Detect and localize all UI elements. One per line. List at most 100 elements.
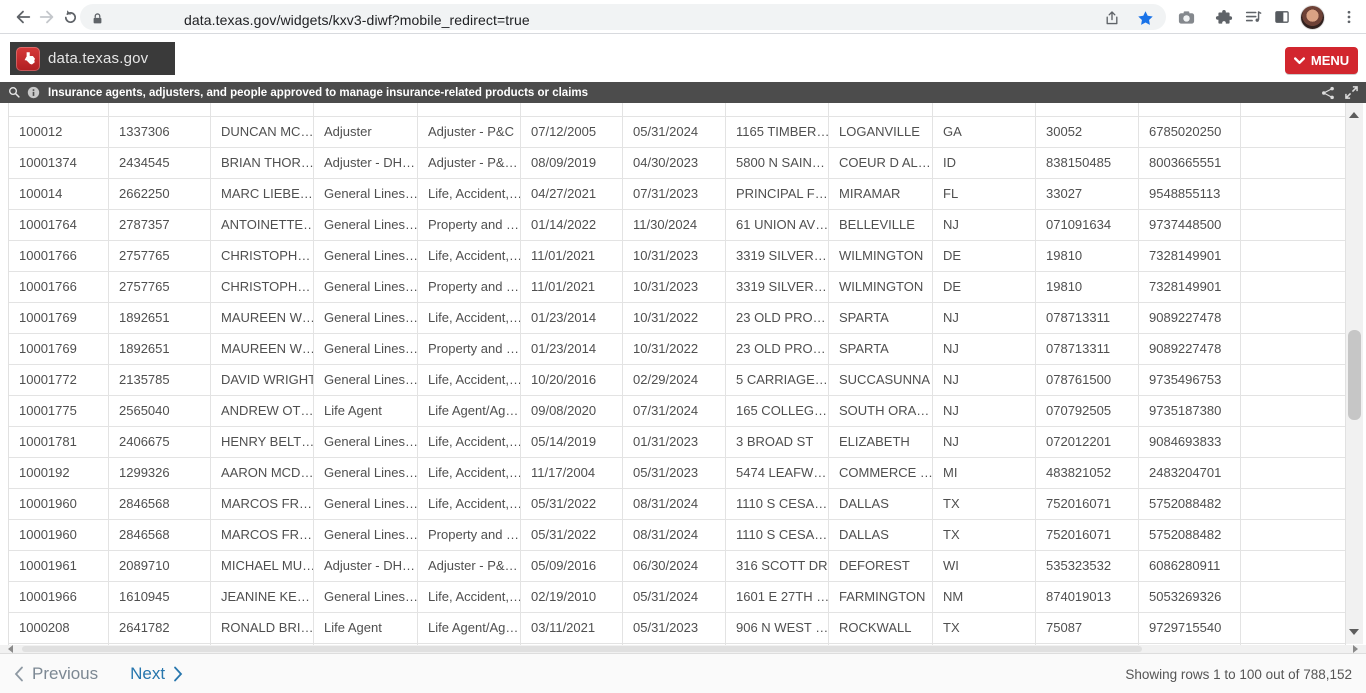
table-cell[interactable]: General Lines… <box>314 489 418 519</box>
table-cell[interactable]: 838150485 <box>1036 148 1139 178</box>
table-cell[interactable]: 2434545 <box>109 148 211 178</box>
table-cell[interactable]: 2089710 <box>109 551 211 581</box>
table-cell[interactable]: FL <box>933 179 1036 209</box>
table-cell[interactable]: 01/23/2014 <box>521 303 623 333</box>
table-cell[interactable]: DE <box>933 241 1036 271</box>
table-cell[interactable]: 6086280911 <box>1139 551 1241 581</box>
table-cell[interactable]: ELIZABETH <box>829 427 933 457</box>
table-cell[interactable] <box>1241 303 1345 333</box>
table-cell[interactable]: 2662250 <box>109 179 211 209</box>
table-cell[interactable]: Life, Accident,… <box>418 241 521 271</box>
table-cell[interactable] <box>1241 272 1345 302</box>
table-cell[interactable]: Adjuster - DH… <box>314 551 418 581</box>
table-cell[interactable]: SPARTA <box>829 303 933 333</box>
table-cell[interactable]: 10/31/2023 <box>623 272 726 302</box>
table-cell[interactable]: 23 OLD PRO… <box>726 334 829 364</box>
table-cell[interactable]: 070792505 <box>1036 396 1139 426</box>
table-cell[interactable]: 3 BROAD ST <box>726 427 829 457</box>
table-cell[interactable]: 078761500 <box>1036 365 1139 395</box>
table-cell[interactable]: MAUREEN W… <box>211 303 314 333</box>
table-cell[interactable] <box>1241 210 1345 240</box>
table-cell[interactable]: 1892651 <box>109 334 211 364</box>
forward-icon[interactable] <box>34 4 60 30</box>
table-cell[interactable]: 07/31/2023 <box>623 179 726 209</box>
table-cell[interactable]: 05/31/2024 <box>623 117 726 147</box>
table-cell[interactable]: 2787357 <box>109 210 211 240</box>
table-cell[interactable]: MARCOS FR… <box>211 520 314 550</box>
table-cell[interactable]: Life, Accident,… <box>418 582 521 612</box>
table-cell[interactable]: 05/09/2016 <box>521 551 623 581</box>
table-cell[interactable]: DEFOREST <box>829 551 933 581</box>
table-cell[interactable] <box>1241 427 1345 457</box>
table-cell[interactable]: DALLAS <box>829 489 933 519</box>
table-row[interactable]: 10001766 2757765 CHRISTOPH… General Lines… L… <box>9 241 1345 272</box>
scroll-right-arrow-icon[interactable] <box>1353 645 1358 653</box>
table-cell[interactable]: General Lines… <box>314 272 418 302</box>
table-cell[interactable]: 05/31/2022 <box>521 520 623 550</box>
table-cell[interactable]: TX <box>933 489 1036 519</box>
url-text[interactable]: data.texas.gov/widgets/kxv3-diwf?mobile_… <box>184 12 530 28</box>
table-cell[interactable]: 30052 <box>1036 117 1139 147</box>
table-cell[interactable]: 1110 S CESA… <box>726 520 829 550</box>
table-cell[interactable]: 071091634 <box>1036 210 1139 240</box>
table-cell[interactable]: 1299326 <box>109 458 211 488</box>
table-cell[interactable]: 01/14/2022 <box>521 210 623 240</box>
table-cell[interactable] <box>1241 396 1345 426</box>
vertical-scrollbar-thumb[interactable] <box>1348 330 1361 420</box>
table-cell[interactable]: Life Agent/Ag… <box>418 613 521 643</box>
table-cell[interactable]: 23 OLD PRO… <box>726 303 829 333</box>
table-cell[interactable]: NJ <box>933 334 1036 364</box>
table-cell[interactable]: 05/14/2019 <box>521 427 623 457</box>
table-cell[interactable]: 2846568 <box>109 520 211 550</box>
search-icon[interactable] <box>8 86 21 99</box>
side-panel-icon[interactable] <box>1269 4 1295 30</box>
table-cell[interactable]: 02/29/2024 <box>623 365 726 395</box>
table-cell[interactable]: MARCOS FR… <box>211 489 314 519</box>
table-cell[interactable]: 2135785 <box>109 365 211 395</box>
table-cell[interactable]: RONALD BRI… <box>211 613 314 643</box>
table-cell[interactable]: 5800 N SAIN… <box>726 148 829 178</box>
table-cell[interactable]: ID <box>933 148 1036 178</box>
table-cell[interactable]: General Lines… <box>314 520 418 550</box>
table-cell[interactable]: 1601 E 27TH … <box>726 582 829 612</box>
table-cell[interactable]: 10001374 <box>9 148 109 178</box>
table-cell[interactable]: WI <box>933 551 1036 581</box>
table-cell[interactable]: 9084693833 <box>1139 427 1241 457</box>
table-cell[interactable]: 10001766 <box>9 272 109 302</box>
table-cell[interactable]: General Lines… <box>314 210 418 240</box>
address-bar[interactable]: data.texas.gov/widgets/kxv3-diwf?mobile_… <box>80 4 1166 30</box>
scroll-down-arrow-icon[interactable] <box>1349 629 1359 635</box>
table-cell[interactable]: DUNCAN MC… <box>211 117 314 147</box>
table-cell[interactable]: TX <box>933 613 1036 643</box>
site-logo[interactable]: data.texas.gov <box>10 42 175 75</box>
table-cell[interactable]: 02/19/2010 <box>521 582 623 612</box>
table-cell[interactable]: 2406675 <box>109 427 211 457</box>
table-cell[interactable]: 07/31/2024 <box>623 396 726 426</box>
back-icon[interactable] <box>10 4 36 30</box>
table-cell[interactable]: 874019013 <box>1036 582 1139 612</box>
table-cell[interactable]: 316 SCOTT DR <box>726 551 829 581</box>
table-cell[interactable]: AARON MCD… <box>211 458 314 488</box>
table-cell[interactable]: SPARTA <box>829 334 933 364</box>
next-page-button[interactable]: Next <box>130 664 183 684</box>
table-cell[interactable]: Adjuster - DH… <box>314 148 418 178</box>
table-cell[interactable]: 01/31/2023 <box>623 427 726 457</box>
table-cell[interactable]: General Lines… <box>314 582 418 612</box>
table-cell[interactable]: 1000192 <box>9 458 109 488</box>
table-cell[interactable]: 10001781 <box>9 427 109 457</box>
lock-icon[interactable] <box>84 5 110 31</box>
table-cell[interactable]: Property and … <box>418 272 521 302</box>
table-cell[interactable]: 10001766 <box>9 241 109 271</box>
table-cell[interactable]: 08/09/2019 <box>521 148 623 178</box>
table-cell[interactable]: 078713311 <box>1036 334 1139 364</box>
horizontal-scrollbar-thumb[interactable] <box>22 646 1142 652</box>
table-cell[interactable]: 9735187380 <box>1139 396 1241 426</box>
camera-extension-icon[interactable] <box>1173 4 1199 30</box>
table-cell[interactable]: ANDREW OT… <box>211 396 314 426</box>
table-cell[interactable]: 6785020250 <box>1139 117 1241 147</box>
table-cell[interactable]: MAUREEN W… <box>211 334 314 364</box>
table-cell[interactable]: 752016071 <box>1036 489 1139 519</box>
table-cell[interactable]: DAVID WRIGHT <box>211 365 314 395</box>
table-cell[interactable]: 535323532 <box>1036 551 1139 581</box>
table-row[interactable]: 10001772 2135785 DAVID WRIGHT General Lines… <box>9 365 1345 396</box>
